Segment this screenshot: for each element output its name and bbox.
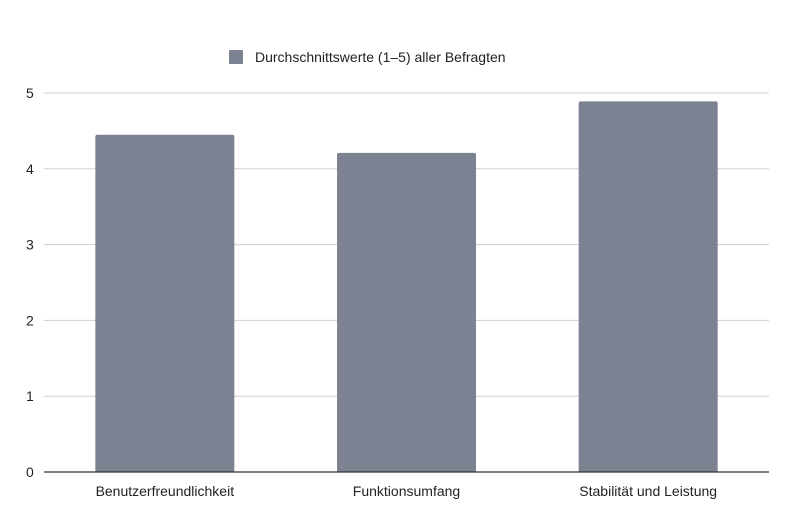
y-tick-label: 1 bbox=[26, 388, 34, 404]
y-tick-label: 3 bbox=[26, 237, 34, 253]
bar-1 bbox=[95, 134, 235, 472]
x-category-label: Stabilität und Leistung bbox=[579, 483, 717, 499]
bar-3 bbox=[578, 101, 718, 472]
x-category-label: Benutzerfreundlichkeit bbox=[96, 483, 235, 499]
y-tick-label: 5 bbox=[26, 85, 34, 101]
y-tick-label: 2 bbox=[26, 312, 34, 328]
legend: Durchschnittswerte (1–5) aller Befragten bbox=[229, 49, 506, 65]
bars bbox=[95, 101, 718, 472]
bar-2 bbox=[337, 152, 476, 472]
y-axis-ticks: 0 1 2 3 4 5 bbox=[26, 85, 34, 480]
legend-swatch bbox=[229, 50, 243, 64]
legend-label: Durchschnittswerte (1–5) aller Befragten bbox=[255, 49, 506, 65]
y-tick-label: 0 bbox=[26, 464, 34, 480]
x-category-label: Funktionsumfang bbox=[353, 483, 460, 499]
y-tick-label: 4 bbox=[26, 161, 34, 177]
x-axis-labels: Benutzerfreundlichkeit Funktionsumfang Sta… bbox=[96, 483, 717, 499]
